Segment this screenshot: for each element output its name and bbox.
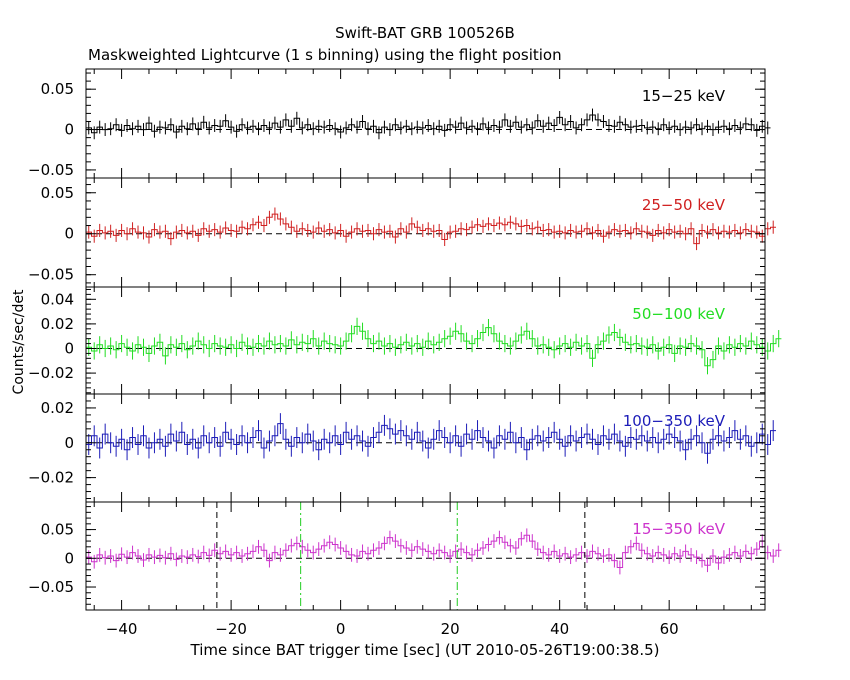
x-axis-label: Time since BAT trigger time [sec] (UT 20… [190, 641, 660, 659]
y-tick-label: 0.05 [41, 521, 74, 539]
x-tick-label: −40 [106, 620, 138, 638]
panel-4: −0.02 0 0.02 100−350 keV [28, 393, 776, 503]
band-label: 15−350 keV [632, 520, 725, 538]
band-label: 15−25 keV [642, 87, 726, 105]
panel-frame [85, 286, 766, 395]
x-tick-label: 20 [441, 620, 460, 638]
panel-5: −0.05 0 0.05 15−350 keV [28, 501, 782, 611]
y-tick-label: 0.04 [41, 290, 74, 308]
band-label: 25−50 keV [642, 196, 726, 214]
chart-subtitle: Maskweighted Lightcurve (1 s binning) us… [88, 46, 562, 64]
band-label: 50−100 keV [632, 305, 725, 323]
y-tick-label: 0.05 [41, 80, 74, 98]
y-tick-label: −0.05 [28, 161, 74, 179]
lightcurve-series [86, 213, 776, 245]
y-tick-label: 0 [64, 121, 74, 139]
y-tick-label: −0.02 [28, 469, 74, 487]
panel-frame [85, 501, 766, 611]
y-tick-label: −0.05 [28, 578, 74, 596]
panel-1: −0.05 0 0.05 15−25 keV [28, 68, 771, 179]
x-tick-label: 0 [336, 620, 346, 638]
panel-frame [85, 68, 766, 179]
y-tick-label: −0.05 [28, 266, 74, 284]
chart-title: Swift-BAT GRB 100526B [335, 24, 515, 42]
y-tick-label: 0.02 [41, 315, 74, 333]
band-label: 100−350 keV [623, 412, 726, 430]
y-tick-label: 0 [64, 434, 74, 452]
panel-3: −0.02 0 0.02 0.04 50−100 keV [28, 286, 782, 395]
x-tick-label: 40 [550, 620, 569, 638]
x-tick-label: 60 [660, 620, 679, 638]
y-tick-label: 0 [64, 549, 74, 567]
y-tick-label: 0.05 [41, 184, 74, 202]
y-tick-label: −0.02 [28, 364, 74, 382]
y-tick-label: 0.02 [41, 399, 74, 417]
panel-2: −0.05 0 0.05 25−50 keV [28, 177, 776, 288]
y-tick-label: 0 [64, 339, 74, 357]
y-tick-label: 0 [64, 225, 74, 243]
y-axis-label: Counts/sec/det [11, 289, 27, 394]
x-tick-label: −20 [215, 620, 247, 638]
lightcurve-series [86, 423, 776, 454]
